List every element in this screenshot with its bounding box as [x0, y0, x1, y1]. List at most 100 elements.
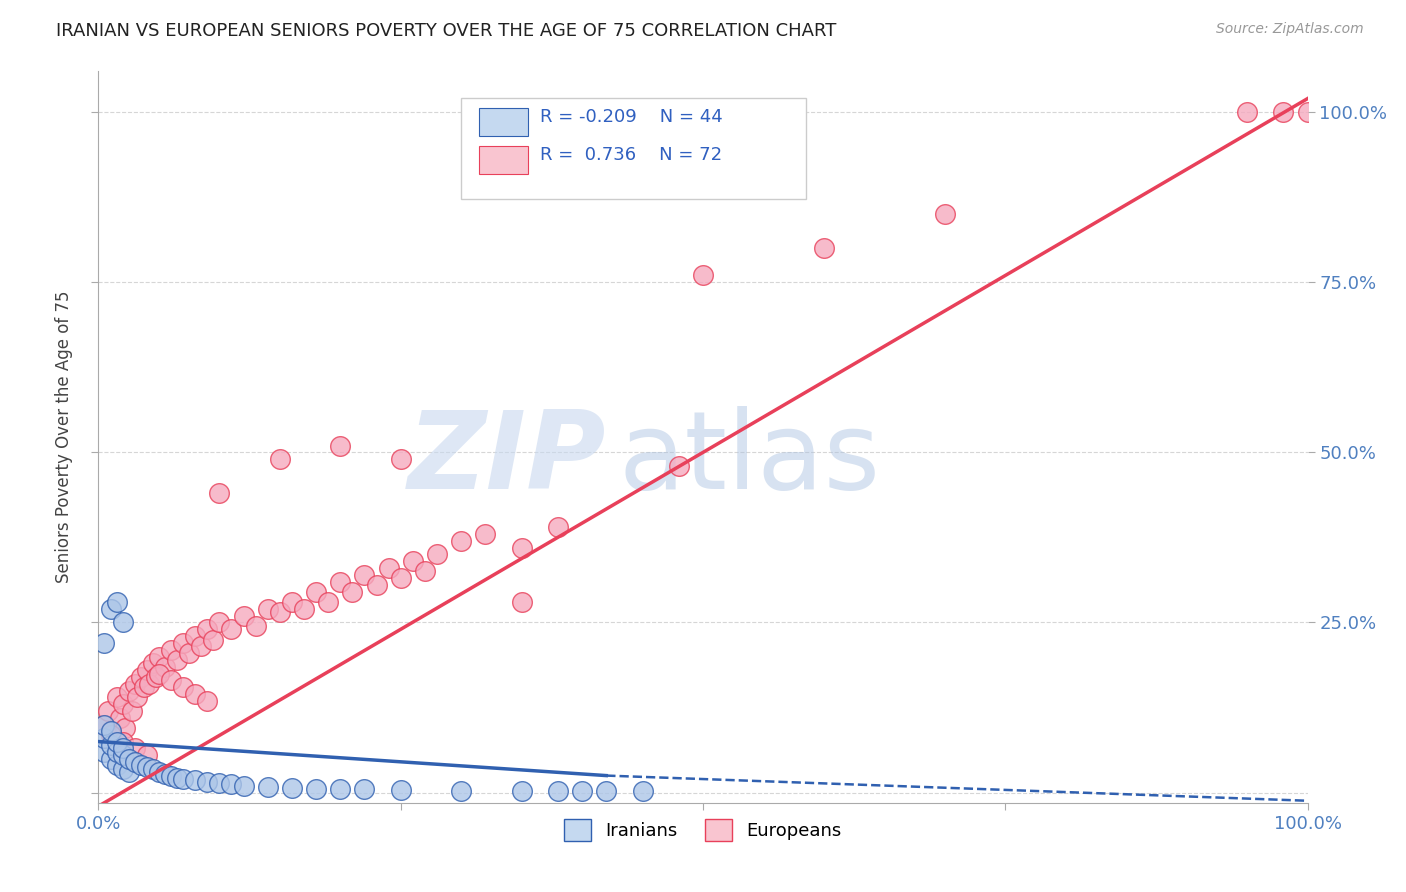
Point — [208, 615, 231, 630]
Point — [148, 649, 170, 664]
Bar — [479, 108, 527, 136]
Point — [121, 704, 143, 718]
Point — [105, 734, 128, 748]
Point — [148, 666, 170, 681]
Point — [153, 766, 176, 780]
Point — [111, 741, 134, 756]
Point — [413, 565, 436, 579]
Point — [93, 636, 115, 650]
Point — [353, 782, 375, 797]
Point — [329, 782, 352, 797]
Point — [353, 567, 375, 582]
Point — [305, 585, 328, 599]
Point — [105, 758, 128, 772]
Point — [547, 520, 569, 534]
Point — [232, 608, 254, 623]
Point — [142, 762, 165, 776]
Point — [329, 439, 352, 453]
Point — [934, 207, 956, 221]
Point — [595, 784, 617, 798]
Point — [93, 717, 115, 731]
Point — [166, 653, 188, 667]
Point — [474, 527, 496, 541]
Point — [510, 541, 533, 555]
Point — [510, 783, 533, 797]
Point — [118, 683, 141, 698]
Point — [129, 758, 152, 772]
Point — [195, 622, 218, 636]
Point — [111, 748, 134, 763]
Point — [135, 748, 157, 763]
Point — [631, 784, 654, 798]
Point — [124, 741, 146, 756]
Point — [269, 605, 291, 619]
Point — [118, 751, 141, 765]
Point — [148, 765, 170, 780]
Point — [108, 711, 131, 725]
Point — [160, 768, 183, 782]
Point — [190, 640, 212, 654]
Point — [100, 602, 122, 616]
Point — [179, 646, 201, 660]
Point — [813, 241, 835, 255]
Point — [134, 680, 156, 694]
Point — [1272, 105, 1295, 120]
Point — [153, 659, 176, 673]
Point — [195, 774, 218, 789]
Point — [93, 717, 115, 731]
Point — [93, 745, 115, 759]
Point — [208, 486, 231, 500]
Point — [111, 697, 134, 711]
Point — [100, 724, 122, 739]
Point — [124, 677, 146, 691]
Point — [105, 595, 128, 609]
Point — [105, 745, 128, 759]
Point — [245, 619, 267, 633]
Point — [118, 765, 141, 780]
Legend: Iranians, Europeans: Iranians, Europeans — [557, 812, 849, 848]
Point — [111, 762, 134, 776]
Point — [281, 595, 304, 609]
Point — [135, 663, 157, 677]
Point — [389, 783, 412, 797]
Point — [1236, 105, 1258, 120]
Point — [160, 673, 183, 688]
Point — [221, 777, 243, 791]
Point — [160, 642, 183, 657]
Point — [692, 268, 714, 283]
Point — [208, 776, 231, 790]
Point — [138, 677, 160, 691]
Point — [377, 561, 399, 575]
Text: Source: ZipAtlas.com: Source: ZipAtlas.com — [1216, 22, 1364, 37]
Text: ZIP: ZIP — [408, 406, 606, 512]
Y-axis label: Seniors Poverty Over the Age of 75: Seniors Poverty Over the Age of 75 — [55, 291, 73, 583]
Point — [281, 780, 304, 795]
Point — [184, 687, 207, 701]
Point — [172, 680, 194, 694]
Point — [195, 694, 218, 708]
FancyBboxPatch shape — [461, 98, 806, 200]
Text: IRANIAN VS EUROPEAN SENIORS POVERTY OVER THE AGE OF 75 CORRELATION CHART: IRANIAN VS EUROPEAN SENIORS POVERTY OVER… — [56, 22, 837, 40]
Point — [145, 670, 167, 684]
Point — [389, 571, 412, 585]
Point — [124, 755, 146, 769]
Point — [547, 783, 569, 797]
Point — [142, 657, 165, 671]
Point — [1296, 105, 1319, 120]
Point — [342, 585, 364, 599]
Point — [329, 574, 352, 589]
Point — [127, 690, 149, 705]
Point — [172, 636, 194, 650]
Bar — [479, 146, 527, 174]
Point — [232, 779, 254, 793]
Point — [184, 629, 207, 643]
Point — [202, 632, 225, 647]
Point — [105, 690, 128, 705]
Text: R = -0.209    N = 44: R = -0.209 N = 44 — [540, 108, 723, 126]
Point — [100, 738, 122, 752]
Point — [184, 773, 207, 788]
Point — [256, 602, 278, 616]
Point — [292, 602, 315, 616]
Point — [305, 781, 328, 796]
Text: R =  0.736    N = 72: R = 0.736 N = 72 — [540, 146, 721, 164]
